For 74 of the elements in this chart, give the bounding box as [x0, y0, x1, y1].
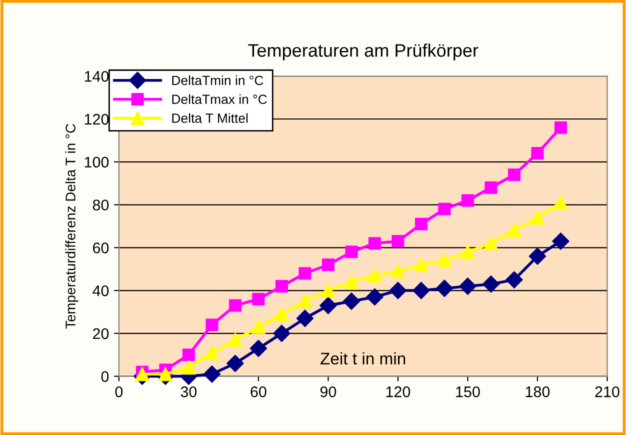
- x-tick-label: 120: [386, 386, 410, 398]
- y-axis-title: Temperaturdifferenz Delta T in °C: [65, 124, 78, 329]
- point: [554, 121, 567, 134]
- point: [298, 294, 312, 308]
- x-tick-label: 0: [115, 386, 123, 398]
- point: [414, 258, 428, 272]
- point: [275, 280, 288, 292]
- y-tick-label: 20: [92, 328, 109, 340]
- point: [391, 264, 405, 278]
- point: [438, 254, 452, 268]
- point: [273, 324, 290, 342]
- point: [484, 236, 498, 250]
- point: [366, 288, 384, 306]
- y-tick-label: 0: [101, 371, 109, 382]
- y-tick-label: 60: [93, 242, 109, 254]
- point: [298, 267, 312, 280]
- point: [508, 168, 520, 181]
- x-tick-label: 60: [250, 386, 266, 398]
- point: [459, 278, 476, 295]
- chart-title: Temperaturen am Prüfkörper: [248, 44, 478, 60]
- point: [460, 244, 475, 259]
- point: [321, 284, 336, 298]
- point: [554, 196, 568, 210]
- point: [228, 299, 242, 312]
- x-tick-label: 180: [526, 386, 550, 398]
- point: [206, 318, 218, 332]
- point: [250, 340, 267, 357]
- x-tick-label: 90: [320, 386, 336, 398]
- legend-label: DeltaTmax in °C: [172, 94, 267, 104]
- x-axis-title: Zeit t in min: [320, 352, 406, 365]
- legend-label: Delta T Mittel: [172, 113, 248, 123]
- point: [345, 246, 358, 258]
- point: [252, 320, 266, 334]
- point: [296, 310, 314, 327]
- x-tick-label: 150: [456, 386, 480, 398]
- point: [412, 282, 430, 300]
- point: [368, 237, 381, 250]
- point: [392, 234, 404, 248]
- point: [531, 147, 544, 160]
- point: [552, 232, 570, 250]
- point: [205, 346, 219, 360]
- y-tick-label: 80: [92, 200, 109, 210]
- point: [342, 292, 360, 310]
- point: [482, 276, 500, 293]
- legend-label: DeltaTmin in °C: [172, 75, 264, 86]
- point: [182, 348, 195, 362]
- point: [507, 224, 522, 238]
- point: [158, 367, 172, 382]
- point: [436, 280, 454, 297]
- point: [135, 367, 150, 382]
- point: [322, 258, 334, 272]
- point: [252, 292, 265, 306]
- y-tick-label: 120: [84, 114, 109, 125]
- y-tick-label: 100: [84, 156, 109, 168]
- point: [203, 366, 220, 383]
- y-tick-label: 40: [92, 285, 109, 296]
- point: [530, 210, 544, 225]
- y-tick-label: 140: [84, 70, 109, 82]
- point: [274, 307, 289, 322]
- point: [484, 181, 498, 194]
- x-tick-label: 210: [595, 386, 620, 398]
- point: [182, 360, 196, 375]
- point: [414, 218, 428, 230]
- point: [438, 202, 451, 216]
- point: [226, 354, 244, 372]
- point: [389, 282, 407, 300]
- point: [528, 248, 546, 265]
- point: [461, 194, 474, 207]
- point: [320, 296, 337, 314]
- point: [506, 271, 523, 288]
- point: [344, 274, 358, 289]
- point: [368, 268, 382, 282]
- x-tick-label: 30: [180, 386, 197, 398]
- point: [228, 332, 242, 347]
